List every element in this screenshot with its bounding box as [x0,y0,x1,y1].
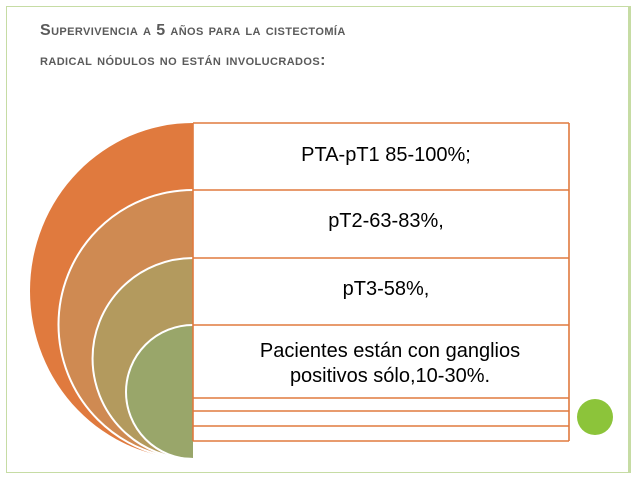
level-2-text: pT2-63-83%, [328,210,444,232]
slide-title: Supervivencia a 5 años para la cistectom… [40,16,600,76]
arc-separator-3 [125,324,194,460]
slide-right-rail [628,6,631,473]
divider-lines [192,122,570,442]
level-1-text: PTA-pT1 85-100%; [301,144,471,166]
arc-separator-1 [57,189,194,460]
level-3-text: pT3-58%, [342,278,430,300]
accent-dot [577,399,613,435]
text-panel [193,123,569,441]
slide-title-line-2: radical nódulos no están involucrados: [40,52,326,69]
slide-title-line-1: Supervivencia a 5 años para la cistectom… [40,22,346,39]
arc-level-4 [126,325,193,459]
level-4-text: Pacientes están con ganglios positivos s… [259,340,521,387]
arc-separator-2 [91,257,194,460]
